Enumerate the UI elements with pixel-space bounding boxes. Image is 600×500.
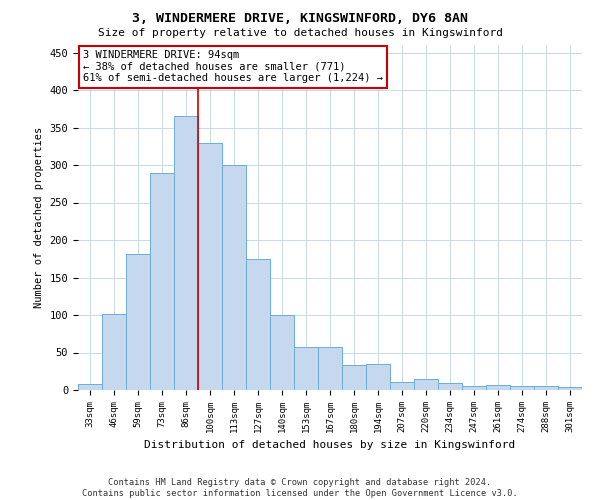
Bar — [246, 259, 270, 390]
Bar — [270, 315, 294, 390]
Text: Contains HM Land Registry data © Crown copyright and database right 2024.
Contai: Contains HM Land Registry data © Crown c… — [82, 478, 518, 498]
Bar — [438, 382, 462, 390]
Bar — [462, 386, 486, 390]
Bar — [174, 116, 198, 390]
Bar — [294, 347, 318, 390]
Bar — [510, 386, 534, 390]
Bar — [366, 364, 390, 390]
Text: 3 WINDERMERE DRIVE: 94sqm
← 38% of detached houses are smaller (771)
61% of semi: 3 WINDERMERE DRIVE: 94sqm ← 38% of detac… — [83, 50, 383, 84]
Text: Size of property relative to detached houses in Kingswinford: Size of property relative to detached ho… — [97, 28, 503, 38]
Bar — [390, 382, 414, 390]
Text: 3, WINDERMERE DRIVE, KINGSWINFORD, DY6 8AN: 3, WINDERMERE DRIVE, KINGSWINFORD, DY6 8… — [132, 12, 468, 26]
Bar — [558, 387, 582, 390]
X-axis label: Distribution of detached houses by size in Kingswinford: Distribution of detached houses by size … — [145, 440, 515, 450]
Bar — [102, 314, 126, 390]
Bar — [150, 174, 174, 390]
Bar — [222, 165, 246, 390]
Bar — [534, 386, 558, 390]
Bar — [318, 347, 342, 390]
Bar — [342, 365, 366, 390]
Bar — [486, 385, 510, 390]
Bar — [126, 254, 150, 390]
Bar — [198, 142, 222, 390]
Bar — [414, 379, 438, 390]
Bar — [78, 384, 102, 390]
Y-axis label: Number of detached properties: Number of detached properties — [34, 127, 44, 308]
